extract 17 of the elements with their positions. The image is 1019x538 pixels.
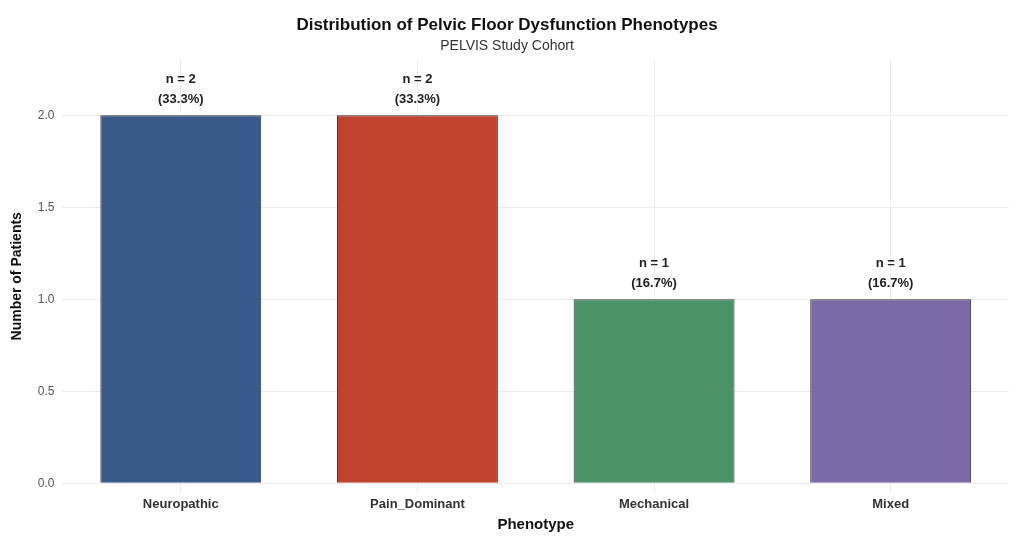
data-label: n = 2 (33.3%) (158, 71, 204, 107)
chart-subtitle: PELVIS Study Cohort (440, 36, 574, 53)
x-tick-label: Mixed (872, 495, 910, 511)
data-label: n = 2 (33.3%) (394, 71, 441, 107)
x-tick-label: Mechanical (619, 495, 690, 511)
data-label: n = 1 (16.7%) (631, 255, 677, 291)
x-tick-label: Pain_Dominant (370, 495, 466, 511)
y-tick-label: 1.5 (37, 199, 55, 214)
y-axis-title: Number of Patients (8, 211, 25, 341)
data-label: n = 1 (16.7%) (867, 255, 914, 291)
x-axis-title: Phenotype (497, 515, 575, 533)
y-tick-label: 2.0 (37, 107, 55, 122)
y-tick-label: 0.5 (37, 383, 55, 398)
y-tick-label: 1.0 (37, 291, 55, 306)
x-tick-label: Neuropathic (142, 495, 219, 511)
chart-title: Distribution of Pelvic Floor Dysfunction Phenotypes (296, 14, 718, 34)
y-tick-label: 0.0 (37, 475, 55, 490)
